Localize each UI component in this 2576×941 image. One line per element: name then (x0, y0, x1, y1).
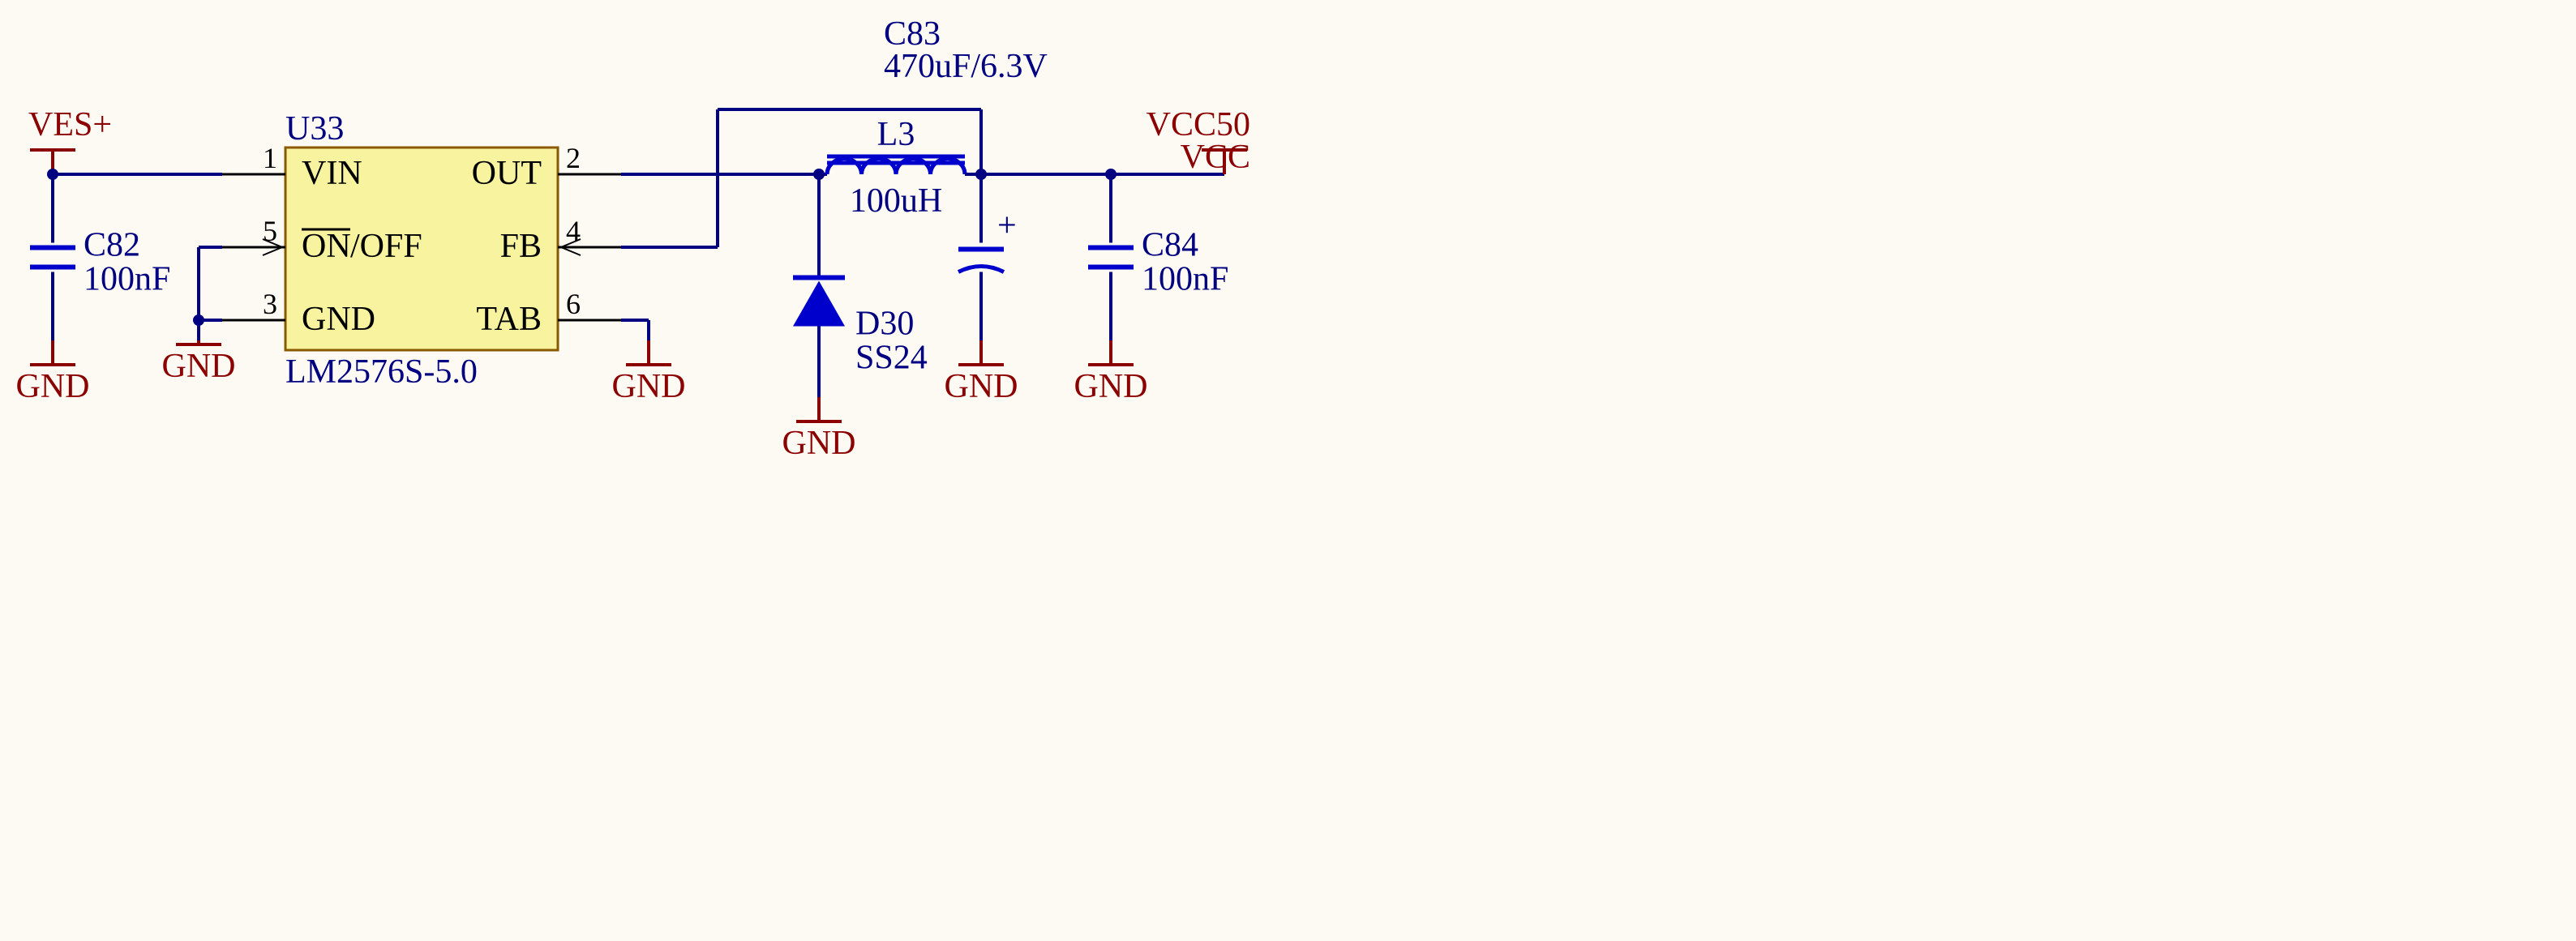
comp-val: SS24 (855, 340, 928, 377)
cap-polarity: + (997, 207, 1017, 245)
pin-name: /OFF (350, 228, 422, 265)
pin-number: 2 (566, 142, 581, 174)
pin-number: 6 (566, 288, 581, 320)
gnd-label: GND (16, 368, 90, 405)
pin-name: OUT (472, 155, 542, 192)
comp-ref: D30 (855, 306, 914, 343)
comp-val: 100uH (850, 182, 942, 220)
ic-ref: U33 (285, 110, 344, 148)
pin-name: ON (302, 228, 351, 265)
pin-number: 1 (263, 142, 277, 174)
comp-val: 100nF (84, 261, 170, 298)
pin-name: VIN (302, 155, 362, 192)
comp-ref: C82 (84, 227, 140, 264)
comp-ref: L3 (877, 116, 915, 153)
pin-name: FB (500, 228, 542, 265)
pin-number: 3 (263, 288, 277, 320)
comp-val: 470uF/6.3V (884, 48, 1048, 85)
comp-ref: C84 (1142, 227, 1198, 264)
gnd-label: GND (612, 368, 686, 405)
ic-part: LM2576S-5.0 (285, 353, 478, 391)
diode-anode (793, 281, 845, 327)
pin-name: TAB (476, 301, 542, 338)
power-sublabel: VCC (1181, 139, 1250, 176)
power-label: VES+ (28, 106, 112, 143)
comp-val: 100nF (1142, 261, 1228, 298)
cap-plate-curved (958, 267, 1004, 272)
pin-name: GND (302, 301, 375, 338)
gnd-label: GND (1074, 368, 1148, 405)
gnd-label: GND (782, 425, 856, 462)
gnd-label: GND (162, 348, 236, 385)
gnd-label: GND (945, 368, 1018, 405)
